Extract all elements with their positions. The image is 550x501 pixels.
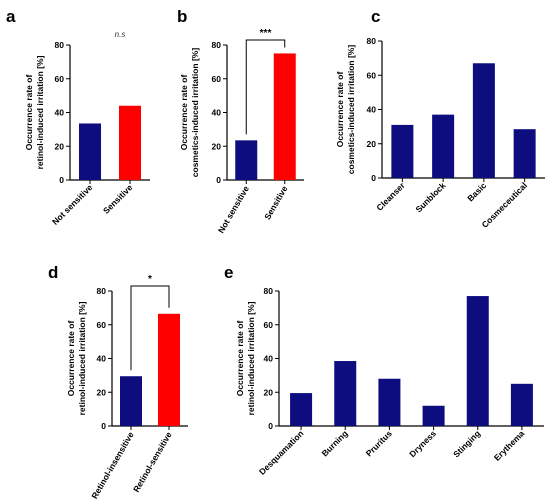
y-tick-label-a-3: 60 [55,74,65,84]
y-tick-label-b-2: 40 [212,108,222,118]
y-axis-label-c-0: Occurrence rate of [335,72,345,148]
significance-bracket-b [245,39,286,135]
y-tick-label-d-3: 60 [97,320,107,330]
bar-b-1 [273,53,296,180]
category-label-c-1: Sunblock [413,180,447,214]
category-label-e-4: Stinging [451,428,482,459]
y-tick-label-c-2: 40 [367,105,377,115]
y-tick-label-d-4: 80 [97,286,107,296]
panel-label-e: e [224,263,233,282]
bar-e-2 [378,378,401,426]
y-tick-label-e-2: 40 [264,354,274,364]
y-tick-label-a-4: 80 [55,40,65,50]
bar-c-0 [391,124,414,178]
bar-e-5 [510,383,533,426]
y-tick-label-c-0: 0 [371,173,376,183]
category-label-e-3: Dryness [407,428,438,459]
y-tick-label-b-4: 80 [212,40,222,50]
y-tick-label-b-0: 0 [216,175,221,185]
y-tick-label-a-1: 20 [55,141,65,151]
significance-label-d: * [148,274,152,285]
panel-label-b: b [177,7,187,26]
bar-e-4 [466,296,489,426]
y-tick-label-c-4: 80 [367,36,377,46]
panel-label-a: a [6,7,16,26]
y-tick-label-c-3: 60 [367,70,377,80]
y-tick-label-e-3: 60 [264,320,274,330]
bar-d-1 [158,313,180,426]
bar-c-2 [472,63,495,179]
bar-c-3 [513,129,536,178]
significance-bracket-d [130,285,170,371]
y-tick-label-a-0: 0 [59,175,64,185]
y-axis-label-d-1: retinol-induced irritation [%] [77,301,87,415]
y-axis-label-e-1: retinol-induced irritation [%] [246,301,256,415]
category-label-a-0: Not sensitive [50,182,95,227]
y-tick-label-e-4: 80 [264,286,274,296]
bar-c-1 [432,114,455,178]
panel-label-d: d [48,263,58,282]
category-label-a-1: Sensitive [101,182,135,216]
y-tick-label-a-2: 40 [55,108,65,118]
y-axis-label-b-1: cosmetics-induced irritation [%] [190,48,200,178]
bar-a-0 [79,123,101,180]
y-tick-label-b-3: 60 [212,74,222,84]
y-tick-label-b-1: 20 [212,141,222,151]
y-tick-label-c-1: 20 [367,139,377,149]
panel-label-c: c [371,7,380,26]
category-label-d-1: Retinol-sensitive [131,430,174,494]
significance-label-b: *** [260,28,272,39]
bar-e-3 [422,405,445,426]
bar-a-1 [119,105,141,180]
y-axis-label-a-1: retinol-induced irritation [%] [35,55,45,169]
category-label-e-5: Erythema [492,428,527,463]
category-label-b-0: Not sensitive [216,184,251,235]
y-axis-label-c-1: cosmetics-induced irritation [%] [346,45,356,175]
y-tick-label-d-2: 40 [97,354,107,364]
category-label-c-0: Cleanser [374,180,407,213]
bar-d-0 [120,376,142,426]
category-label-b-1: Sensitive [262,184,289,222]
category-label-e-0: Desquamation [257,428,305,476]
y-tick-label-d-0: 0 [101,421,106,431]
y-axis-label-a-0: Occurrence rate of [24,75,34,151]
y-tick-label-e-0: 0 [268,421,273,431]
y-tick-label-d-1: 20 [97,387,107,397]
y-axis-label-b-0: Occurrence rate of [179,75,189,151]
category-label-e-2: Pruritus [364,428,394,458]
y-axis-label-d-0: Occurrence rate of [66,321,76,397]
category-label-e-1: Burning [320,428,350,458]
category-label-d-0: Retinol-insensitive [89,430,136,501]
y-tick-label-e-1: 20 [264,387,274,397]
category-label-c-2: Basic [465,180,488,203]
bar-e-0 [290,393,313,426]
bar-b-0 [235,140,258,180]
bar-e-1 [334,361,357,426]
y-axis-label-e-0: Occurrence rate of [235,321,245,397]
annotation-a: n.s [115,30,126,39]
